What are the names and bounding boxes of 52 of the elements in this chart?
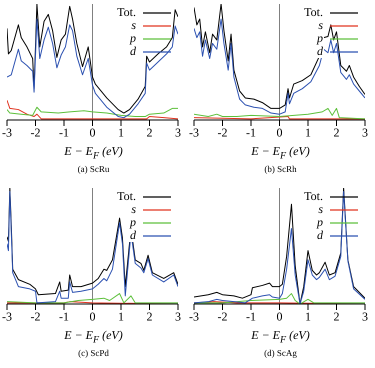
x-tick-label: -1 bbox=[246, 310, 256, 324]
x-tick-label: -1 bbox=[59, 310, 69, 324]
legend-label: p bbox=[129, 31, 137, 45]
x-tick-label: 1 bbox=[305, 126, 311, 140]
x-tick-label: -3 bbox=[2, 310, 12, 324]
legend-label: d bbox=[129, 228, 137, 242]
text: (b) ScRh bbox=[263, 164, 298, 174]
x-tick-label: 2 bbox=[334, 126, 340, 140]
x-axis-title: E − E$_{F}$ (eV) bbox=[63, 328, 124, 346]
x-tick-label: -1 bbox=[59, 126, 69, 140]
x-tick-label: -2 bbox=[218, 126, 228, 140]
legend-label: Tot. bbox=[303, 5, 324, 19]
x-tick-label: -3 bbox=[2, 126, 12, 140]
x-tick-label: 3 bbox=[175, 126, 181, 140]
legend-label: Tot. bbox=[116, 5, 137, 19]
x-tick-label: 3 bbox=[175, 310, 181, 324]
legend-label: p bbox=[316, 215, 324, 229]
x-tick-label: -2 bbox=[30, 126, 40, 140]
x-tick-label: 3 bbox=[362, 126, 368, 140]
legend-label: s bbox=[317, 202, 324, 216]
legend-label: p bbox=[129, 215, 137, 229]
x-tick-label: 1 bbox=[118, 310, 124, 324]
x-axis-title: E − E$_{F}$ (eV) bbox=[63, 144, 124, 162]
x-axis-title: E − E$_{F}$ (eV) bbox=[250, 328, 311, 346]
x-axis-title: E − E$_{F}$ (eV) bbox=[250, 144, 311, 162]
text: (d) ScAg bbox=[263, 348, 298, 358]
text: (a) ScRu bbox=[76, 164, 110, 174]
text: (c) ScPd bbox=[77, 348, 110, 358]
legend-label: Tot. bbox=[303, 189, 324, 203]
x-tick-label: 0 bbox=[276, 126, 282, 140]
x-tick-label: -3 bbox=[189, 126, 199, 140]
legend-label: d bbox=[316, 44, 324, 58]
legend-label: d bbox=[316, 228, 324, 242]
x-tick-label: 3 bbox=[362, 310, 368, 324]
legend-label: s bbox=[317, 18, 324, 32]
x-tick-label: 1 bbox=[118, 126, 124, 140]
x-tick-label: 2 bbox=[334, 310, 340, 324]
x-tick-label: 2 bbox=[146, 126, 152, 140]
legend-label: d bbox=[129, 44, 137, 58]
x-tick-label: 2 bbox=[146, 310, 152, 324]
x-tick-label: -2 bbox=[218, 310, 228, 324]
x-tick-label: -3 bbox=[189, 310, 199, 324]
x-tick-label: 0 bbox=[276, 310, 282, 324]
legend-label: s bbox=[130, 18, 137, 32]
x-tick-label: 0 bbox=[90, 310, 96, 324]
legend-label: Tot. bbox=[116, 189, 137, 203]
x-tick-label: 0 bbox=[90, 126, 96, 140]
x-tick-label: -1 bbox=[246, 126, 256, 140]
legend-label: p bbox=[316, 31, 324, 45]
legend-label: s bbox=[130, 202, 137, 216]
x-tick-label: 1 bbox=[305, 310, 311, 324]
x-tick-label: -2 bbox=[30, 310, 40, 324]
